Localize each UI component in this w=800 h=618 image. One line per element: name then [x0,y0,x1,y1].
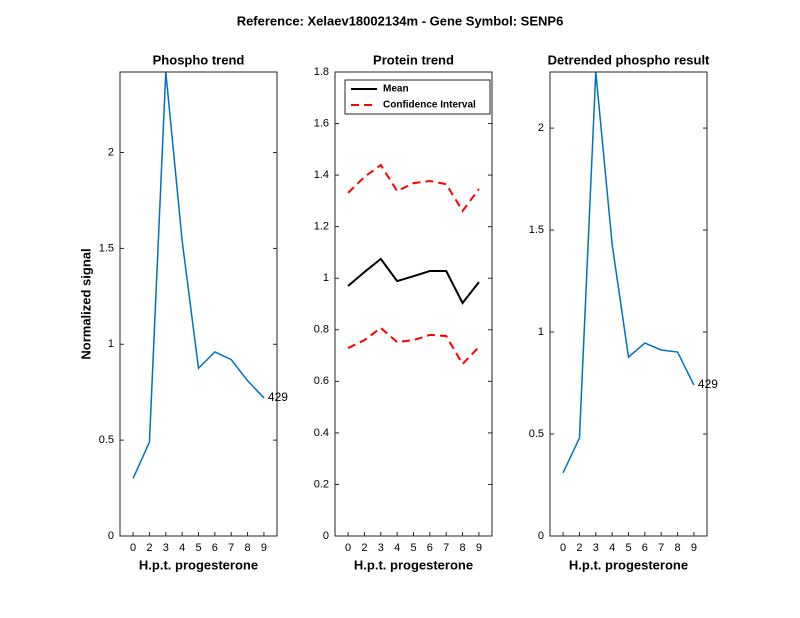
annotation: 429 [698,377,718,391]
y-tick-label: 0 [108,530,114,542]
x-tick-label: 7 [228,542,234,554]
x-tick-label: 2 [361,542,367,554]
x-tick-label: 8 [675,542,681,554]
x-tick-label: 8 [460,542,466,554]
y-tick-label: 1 [108,338,114,350]
y-tick-label: 0 [538,530,544,542]
x-tick-label: 0 [130,542,136,554]
x-tick-label: 5 [410,542,416,554]
y-tick-label: 1.6 [314,117,329,129]
x-tick-label: 9 [691,542,697,554]
x-tick-label: 7 [443,542,449,554]
x-tick-label: 0 [345,542,351,554]
x-tick-label: 4 [179,542,185,554]
annotation: 429 [268,390,288,404]
y-tick-label: 0 [323,530,329,542]
x-tick-label: 8 [245,542,251,554]
legend-label: Mean [383,84,409,95]
x-tick-label: 2 [576,542,582,554]
data-line [562,71,695,474]
x-tick-label: 5 [195,542,201,554]
data-line [132,71,265,479]
x-tick-label: 5 [625,542,631,554]
y-tick-label: 1.2 [314,221,329,233]
legend-label: Confidence Interval [383,100,476,111]
y-tick-label: 1 [323,272,329,284]
y-tick-label: 0.4 [314,427,329,439]
x-tick-label: 9 [261,542,267,554]
y-axis-label: Normalized signal [78,248,93,359]
data-line [347,163,480,213]
y-tick-label: 1.8 [314,66,329,78]
figure-title: Reference: Xelaev18002134m - Gene Symbol… [237,13,564,28]
x-axis-label: H.p.t. progesterone [354,557,473,572]
y-tick-label: 0.8 [314,324,329,336]
data-line [347,326,480,366]
axes-box [549,71,708,537]
x-tick-label: 4 [394,542,400,554]
y-tick-label: 2 [538,122,544,134]
data-line [347,257,480,305]
x-tick-label: 2 [146,542,152,554]
x-tick-label: 3 [378,542,384,554]
x-tick-label: 9 [476,542,482,554]
x-tick-label: 6 [642,542,648,554]
axes-title: Protein trend [373,52,454,67]
x-tick-label: 3 [593,542,599,554]
axes-title: Detrended phospho result [548,52,710,67]
y-tick-label: 1.4 [314,169,329,181]
y-tick-label: 0.5 [529,428,544,440]
x-tick-label: 6 [212,542,218,554]
x-axis-label: H.p.t. progesterone [569,557,688,572]
x-tick-label: 3 [163,542,169,554]
x-tick-label: 4 [609,542,615,554]
axes-title: Phospho trend [153,52,245,67]
y-tick-label: 2 [108,146,114,158]
y-tick-label: 1 [538,326,544,338]
x-axis-label: H.p.t. progesterone [139,557,258,572]
axes-box [119,71,278,537]
y-tick-label: 1.5 [99,242,114,254]
axes-box [334,71,493,537]
legend-box [344,79,491,115]
x-tick-label: 6 [427,542,433,554]
x-tick-label: 7 [658,542,664,554]
y-tick-label: 0.5 [99,434,114,446]
y-tick-label: 0.6 [314,375,329,387]
y-tick-label: 1.5 [529,224,544,236]
x-tick-label: 0 [560,542,566,554]
y-tick-label: 0.2 [314,478,329,490]
